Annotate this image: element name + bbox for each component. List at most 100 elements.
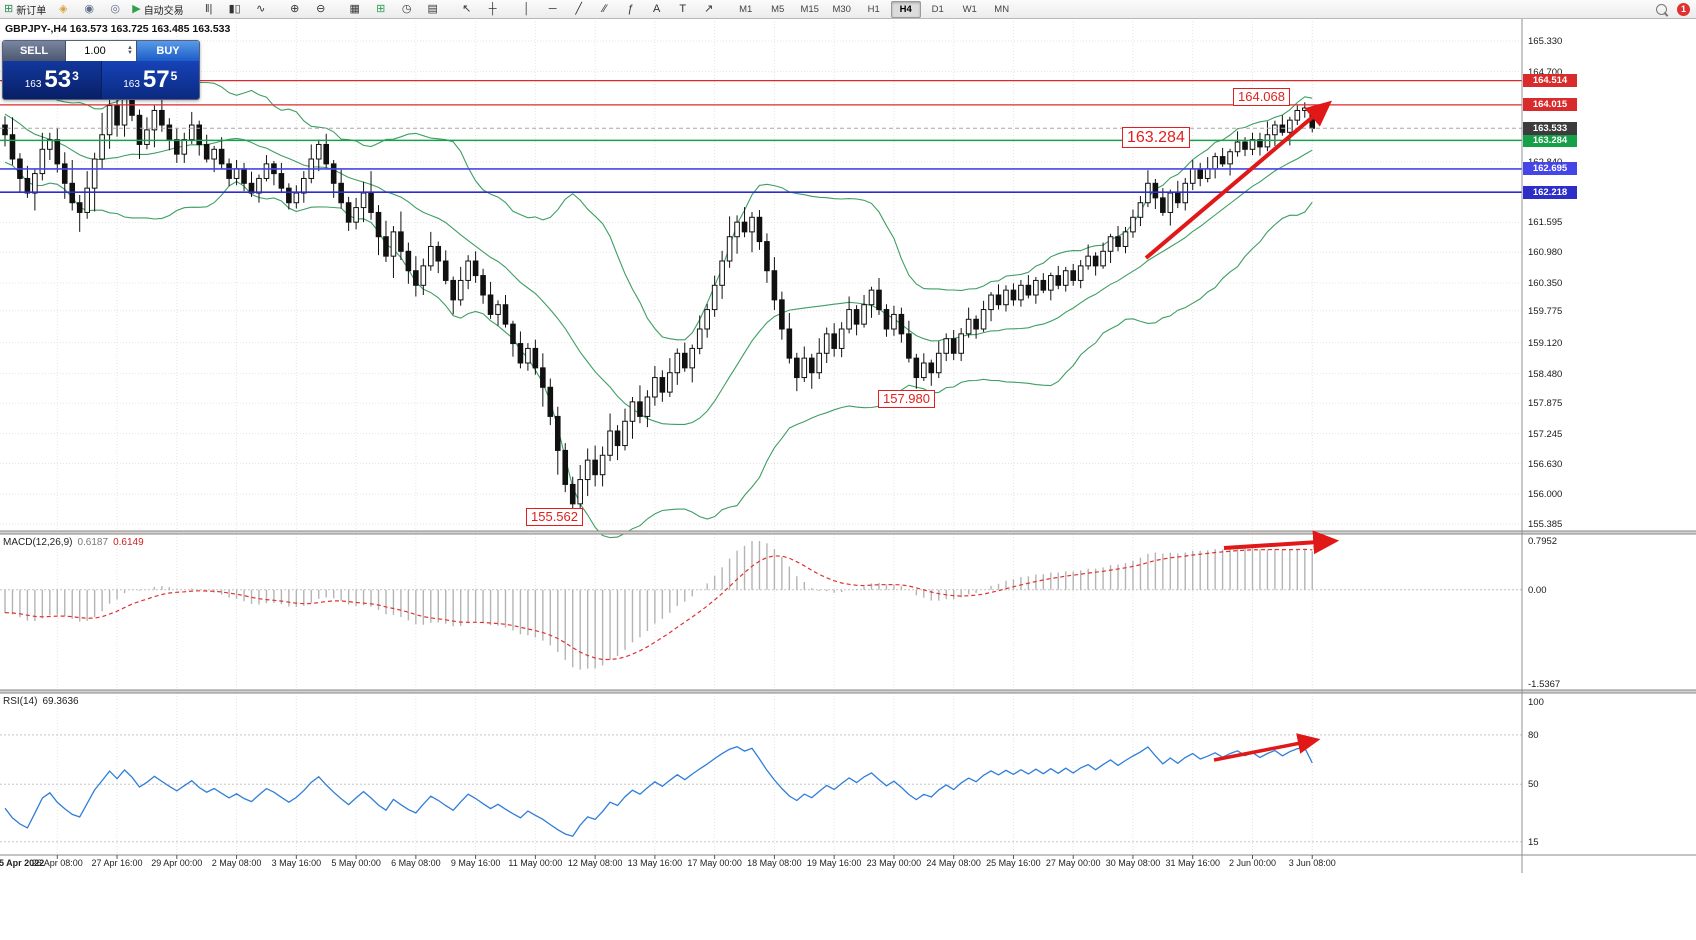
- new-order-button-label: 新订单: [16, 5, 47, 17]
- line-chart-icon[interactable]: ∿: [249, 0, 273, 18]
- price-annotation[interactable]: 164.068: [1233, 88, 1290, 106]
- volume-input[interactable]: 1.00 ▲ ▼: [65, 41, 137, 61]
- timeframe-w1[interactable]: W1: [962, 3, 977, 15]
- hline-price-tag: 164.015: [1523, 98, 1577, 112]
- arrow-objects-icon[interactable]: ↗: [697, 0, 721, 18]
- new-order-button[interactable]: ⊞ 新订单: [1, 0, 49, 18]
- price-annotation[interactable]: 163.284: [1122, 127, 1190, 149]
- cursor-icon[interactable]: ↖: [455, 0, 479, 18]
- period-icon: ◷: [401, 3, 412, 15]
- price-axis-label: 158.480: [1528, 368, 1563, 380]
- time-axis-label: 29 Apr 00:00: [151, 858, 203, 868]
- volume-spinner: ▲ ▼: [124, 45, 136, 56]
- toolbar-left-group: ⊞ 新订单 ◈ ◉ ◎ ▶ 自动交易 ‖| ▮▯ ∿ ⊕ ⊖ ▦ ⊞ ◷ ▤ ↖ ┼ │ ─ ╱ ∕∕ ƒ A T ↗: [0, 0, 730, 18]
- price-annotation[interactable]: 157.980: [878, 390, 935, 408]
- trendline-icon[interactable]: ╱: [567, 0, 591, 18]
- search-icon[interactable]: [1656, 3, 1667, 15]
- sell-price-figure: 163: [24, 78, 42, 90]
- add-indicator-icon[interactable]: ⊞: [369, 0, 393, 18]
- trendline-icon: ╱: [575, 3, 582, 15]
- time-axis-label: 26 Apr 08:00: [31, 858, 83, 868]
- time-axis-label: 2 Jun 00:00: [1228, 858, 1276, 868]
- text-icon[interactable]: A: [645, 0, 669, 18]
- vertical-line-icon[interactable]: │: [515, 0, 539, 18]
- time-axis-label: 18 May 08:00: [747, 858, 802, 868]
- metaeditor-icon[interactable]: ◈: [51, 0, 75, 18]
- price-axis-label: 161.595: [1528, 217, 1563, 229]
- buy-price[interactable]: 163 57 5: [102, 61, 200, 99]
- rsi-axis-label: 15: [1528, 836, 1539, 848]
- fibonacci-icon[interactable]: ƒ: [619, 0, 643, 18]
- time-axis-label: 5 May 00:00: [331, 858, 381, 868]
- one-click-trade-panel: SELL 1.00 ▲ ▼ BUY 163 53 3 163 57 5: [2, 40, 200, 100]
- rsi-axis-label: 80: [1528, 729, 1539, 741]
- period-icon[interactable]: ◷: [395, 0, 419, 18]
- timeframe-m5[interactable]: M5: [771, 3, 785, 15]
- sell-button[interactable]: SELL: [3, 41, 65, 61]
- macd-signal-line: [4, 548, 1313, 661]
- rsi-line: [0, 734, 1522, 843]
- time-axis-label: 30 May 08:00: [1105, 858, 1161, 868]
- panel-frame: [0, 18, 1696, 873]
- autotrading-button[interactable]: ▶ 自动交易: [129, 0, 186, 18]
- macd-histogram: [0, 541, 1522, 670]
- channel-icon: ∕∕: [602, 3, 607, 15]
- volume-value[interactable]: 1.00: [84, 45, 106, 57]
- time-ticks: [56, 855, 1313, 859]
- tile-windows-icon[interactable]: ▦: [343, 0, 367, 18]
- data-window-icon[interactable]: ◎: [103, 0, 127, 18]
- time-axis-label: 13 May 16:00: [627, 858, 683, 868]
- price-annotation[interactable]: 155.562: [526, 508, 583, 526]
- horizontal-line-icon: ─: [548, 3, 557, 15]
- horizontal-line-icon[interactable]: ─: [541, 0, 565, 18]
- toolbar: ⊞ 新订单 ◈ ◉ ◎ ▶ 自动交易 ‖| ▮▯ ∿ ⊕ ⊖ ▦ ⊞ ◷ ▤ ↖ ┼ │ ─ ╱ ∕∕ ƒ A T ↗ M1 M5 M…: [0, 0, 1696, 19]
- market-watch-icon[interactable]: ◉: [77, 0, 101, 18]
- notification-badge[interactable]: 1: [1677, 2, 1690, 16]
- timeframe-m1[interactable]: M1: [739, 3, 753, 15]
- price-axis-label: 165.330: [1528, 36, 1563, 47]
- macd-main-value: 0.6187: [77, 537, 109, 548]
- trend-arrows[interactable]: [1144, 100, 1340, 762]
- buy-price-pips: 57: [142, 66, 170, 93]
- price-axis-label: 164.700: [1528, 66, 1563, 78]
- timeframe-group: M1 M5 M15 M30 H1 H4 D1 W1 MN: [730, 0, 1018, 18]
- sell-price-point: 3: [72, 68, 79, 83]
- text-label-icon[interactable]: T: [671, 0, 695, 18]
- timeframe-d1[interactable]: D1: [931, 3, 944, 15]
- macd-axis-label: -1.5367: [1528, 679, 1561, 690]
- fibonacci-icon: ƒ: [627, 3, 634, 15]
- candles-layer: [2, 78, 1316, 516]
- timeframe-mn[interactable]: MN: [994, 3, 1010, 15]
- volume-up-icon[interactable]: ▲: [127, 45, 133, 51]
- candlestick-chart-icon: ▮▯: [228, 3, 241, 15]
- candlestick-chart-icon[interactable]: ▮▯: [223, 0, 247, 18]
- crosshair-icon[interactable]: ┼: [481, 0, 505, 18]
- line-chart-icon: ∿: [256, 3, 266, 15]
- templates-icon[interactable]: ▤: [421, 0, 445, 18]
- bar-chart-icon[interactable]: ‖|: [197, 0, 221, 18]
- time-axis-label: 6 May 08:00: [391, 858, 441, 868]
- timeframe-m30[interactable]: M30: [832, 3, 851, 15]
- new-order-icon: ⊞: [4, 3, 14, 15]
- zoom-out-icon[interactable]: ⊖: [309, 0, 333, 18]
- time-axis-label: 31 May 16:00: [1165, 858, 1220, 868]
- horizontal-lines[interactable]: [0, 79, 1522, 193]
- text-label-icon: T: [679, 3, 687, 15]
- buy-button[interactable]: BUY: [137, 41, 199, 61]
- timeframe-h1[interactable]: H1: [867, 3, 880, 15]
- timeframe-h4[interactable]: H4: [890, 0, 921, 18]
- volume-down-icon[interactable]: ▼: [127, 50, 133, 56]
- macd-signal-value: 0.6149: [113, 537, 144, 548]
- macd-name: MACD(12,26,9): [3, 537, 73, 548]
- toolbar-right-group: 1: [1656, 2, 1690, 16]
- channel-icon[interactable]: ∕∕: [593, 0, 617, 18]
- time-axis-label: 23 May 00:00: [866, 858, 922, 868]
- time-axis-label: 17 May 00:00: [687, 858, 742, 868]
- cursor-icon: ↖: [462, 3, 472, 15]
- zoom-in-icon[interactable]: ⊕: [283, 0, 307, 18]
- timeframe-m15[interactable]: M15: [800, 3, 819, 15]
- time-axis-label: 3 Jun 08:00: [1288, 858, 1336, 868]
- sell-price[interactable]: 163 53 3: [3, 61, 102, 99]
